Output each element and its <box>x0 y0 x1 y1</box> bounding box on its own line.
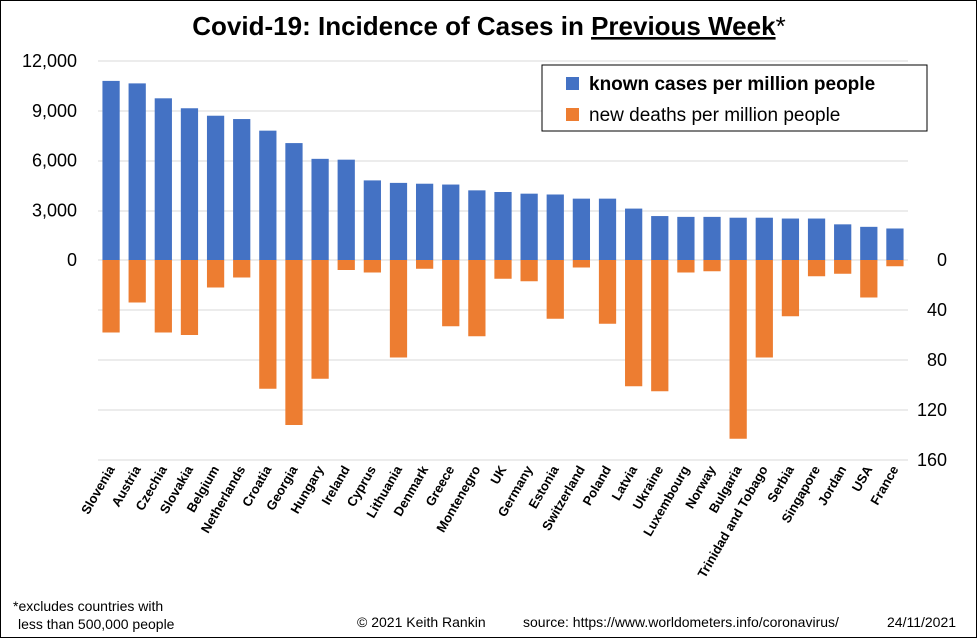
bar-cases-bulgaria <box>729 217 747 260</box>
bar-cases-slovakia <box>180 108 199 260</box>
bar-deaths-germany <box>520 260 538 282</box>
bar-deaths-bulgaria <box>729 260 747 439</box>
bar-cases-singapore <box>807 218 826 260</box>
chart-title: Covid-19: Incidence of Cases in Previous… <box>192 11 785 41</box>
bar-deaths-netherlands <box>233 260 251 278</box>
bar-deaths-jordan <box>834 260 852 274</box>
title-suffix: * <box>776 11 786 41</box>
bar-cases-switzerland <box>572 198 591 260</box>
bar-cases-ukraine <box>651 216 669 260</box>
bar-deaths-denmark <box>415 260 434 269</box>
bar-deaths-trinidad-and-tobago <box>755 260 773 358</box>
bar-deaths-georgia <box>285 260 303 425</box>
date: 24/11/2021 <box>887 614 957 630</box>
title-underlined: Previous Week <box>591 11 776 41</box>
bars <box>102 80 904 439</box>
bar-deaths-lithuania <box>389 260 408 358</box>
right-tick-label: 160 <box>917 450 947 470</box>
bar-cases-georgia <box>285 143 303 260</box>
bar-deaths-latvia <box>625 260 643 387</box>
bar-deaths-luxembourg <box>677 260 695 273</box>
bar-deaths-singapore <box>807 260 826 277</box>
bar-deaths-czechia <box>154 260 172 333</box>
bar-deaths-hungary <box>311 260 329 379</box>
bar-deaths-usa <box>860 260 878 298</box>
footnote-line-1: *excludes countries with <box>13 598 164 614</box>
bar-cases-germany <box>520 193 538 260</box>
bar-cases-austria <box>128 83 146 260</box>
category-labels: SloveniaAustriaCzechiaSlovakiaBelgiumNet… <box>78 462 902 580</box>
source: source: https://www.worldometers.info/co… <box>523 614 839 630</box>
bar-cases-luxembourg <box>677 216 695 260</box>
bar-deaths-croatia <box>259 260 277 389</box>
bar-cases-norway <box>703 216 721 260</box>
legend-label-cases: known cases per million people <box>589 74 875 95</box>
bar-cases-denmark <box>415 183 434 260</box>
title-main: Covid-19: Incidence of Cases in <box>192 11 591 41</box>
bar-deaths-poland <box>598 260 617 324</box>
bar-deaths-uk <box>494 260 512 279</box>
legend-box <box>541 64 928 132</box>
category-label: USA <box>849 462 876 494</box>
legend: known cases per million people new death… <box>541 64 928 132</box>
bar-cases-jordan <box>834 224 852 260</box>
bar-cases-serbia <box>781 218 800 260</box>
bar-deaths-switzerland <box>572 260 591 268</box>
bar-deaths-austria <box>128 260 146 303</box>
left-axis: 0 3,000 6,000 9,000 12,000 <box>22 51 77 270</box>
bar-cases-poland <box>598 198 617 260</box>
right-tick-label: 120 <box>917 400 947 420</box>
bar-deaths-norway <box>703 260 721 272</box>
bar-deaths-greece <box>442 260 460 327</box>
bar-cases-greece <box>442 184 460 260</box>
bar-cases-uk <box>494 192 512 260</box>
bar-cases-slovenia <box>102 80 120 261</box>
bar-deaths-ukraine <box>651 260 669 392</box>
bar-cases-usa <box>860 226 878 260</box>
right-tick-label: 40 <box>927 300 947 320</box>
category-label: UK <box>487 462 510 486</box>
bar-cases-lithuania <box>389 182 408 260</box>
bar-deaths-slovenia <box>102 260 120 333</box>
right-tick-label: 0 <box>937 250 947 270</box>
footnote-line-2: less than 500,000 people <box>18 616 175 632</box>
bar-deaths-estonia <box>546 260 564 319</box>
bar-deaths-montenegro <box>468 260 486 337</box>
left-tick-label: 12,000 <box>22 51 77 71</box>
bar-deaths-slovakia <box>180 260 199 335</box>
bar-cases-hungary <box>311 158 329 260</box>
bar-cases-croatia <box>259 130 277 260</box>
bar-cases-montenegro <box>468 190 486 260</box>
bar-cases-netherlands <box>233 119 251 261</box>
bar-deaths-cyprus <box>363 260 381 273</box>
bar-cases-belgium <box>206 115 225 260</box>
legend-swatch-deaths <box>566 108 579 121</box>
bar-deaths-france <box>886 260 904 267</box>
left-tick-label: 0 <box>67 250 77 270</box>
bar-cases-estonia <box>546 194 564 260</box>
bar-cases-czechia <box>154 98 172 260</box>
bar-cases-trinidad-and-tobago <box>755 217 773 260</box>
left-tick-label: 9,000 <box>32 101 77 121</box>
copyright: © 2021 Keith Rankin <box>357 614 486 630</box>
bar-deaths-ireland <box>337 260 355 270</box>
right-axis: 0 40 80 120 160 <box>917 250 947 470</box>
left-tick-label: 3,000 <box>32 200 77 220</box>
bar-deaths-belgium <box>206 260 225 288</box>
category-label: Slovenia <box>78 462 118 516</box>
bar-deaths-serbia <box>781 260 800 317</box>
right-tick-label: 80 <box>927 350 947 370</box>
bar-cases-cyprus <box>363 180 381 260</box>
legend-label-deaths: new deaths per million people <box>589 105 840 126</box>
left-tick-label: 6,000 <box>32 151 77 171</box>
legend-swatch-cases <box>566 77 579 90</box>
bar-cases-france <box>886 228 904 260</box>
bar-cases-ireland <box>337 159 355 260</box>
bar-cases-latvia <box>625 208 643 260</box>
